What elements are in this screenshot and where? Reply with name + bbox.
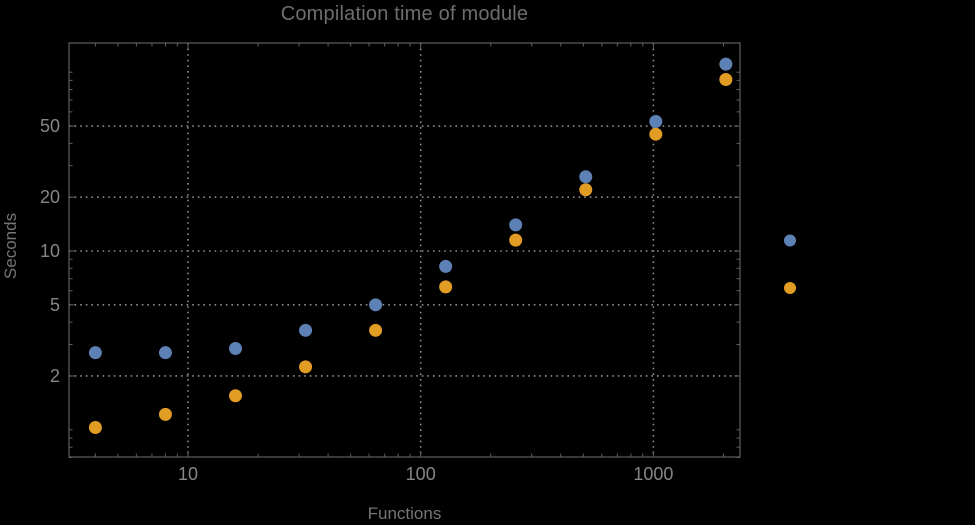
- data-point-series-1: [88, 346, 102, 360]
- data-point-series-2: [509, 233, 523, 247]
- data-point-series-2: [369, 323, 383, 337]
- data-point-series-1: [649, 114, 663, 128]
- data-point-series-1: [158, 346, 172, 360]
- data-point-series-1: [439, 259, 453, 273]
- data-point-series-2: [228, 389, 242, 403]
- data-point-series-1: [719, 57, 733, 71]
- x-tick-label: 10: [178, 464, 198, 484]
- x-axis-label: Functions: [367, 504, 442, 523]
- y-tick-label: 50: [40, 116, 60, 136]
- chart-title: Compilation time of module: [280, 3, 529, 25]
- data-point-series-2: [158, 407, 172, 421]
- data-point-series-2: [649, 127, 663, 141]
- data-point-series-2: [88, 421, 102, 435]
- legend-marker-series-2: [784, 282, 796, 294]
- y-tick-label: 5: [50, 295, 60, 315]
- data-point-series-1: [299, 323, 313, 337]
- data-point-series-1: [369, 298, 383, 312]
- y-tick-label: 10: [40, 241, 60, 261]
- data-point-series-1: [228, 341, 242, 355]
- legend-marker-series-1: [784, 234, 796, 247]
- data-point-series-2: [719, 73, 733, 87]
- x-tick-label: 100: [406, 464, 436, 484]
- y-axis-label: Seconds: [1, 212, 20, 280]
- data-point-series-1: [509, 218, 523, 232]
- data-point-series-1: [579, 170, 593, 184]
- data-point-series-2: [579, 183, 593, 197]
- y-tick-label: 20: [40, 187, 60, 207]
- plot-frame: [68, 42, 741, 458]
- y-tick-label: 2: [50, 366, 60, 386]
- data-point-series-2: [439, 280, 453, 294]
- data-point-series-2: [299, 360, 313, 374]
- x-tick-label: 1000: [633, 464, 673, 484]
